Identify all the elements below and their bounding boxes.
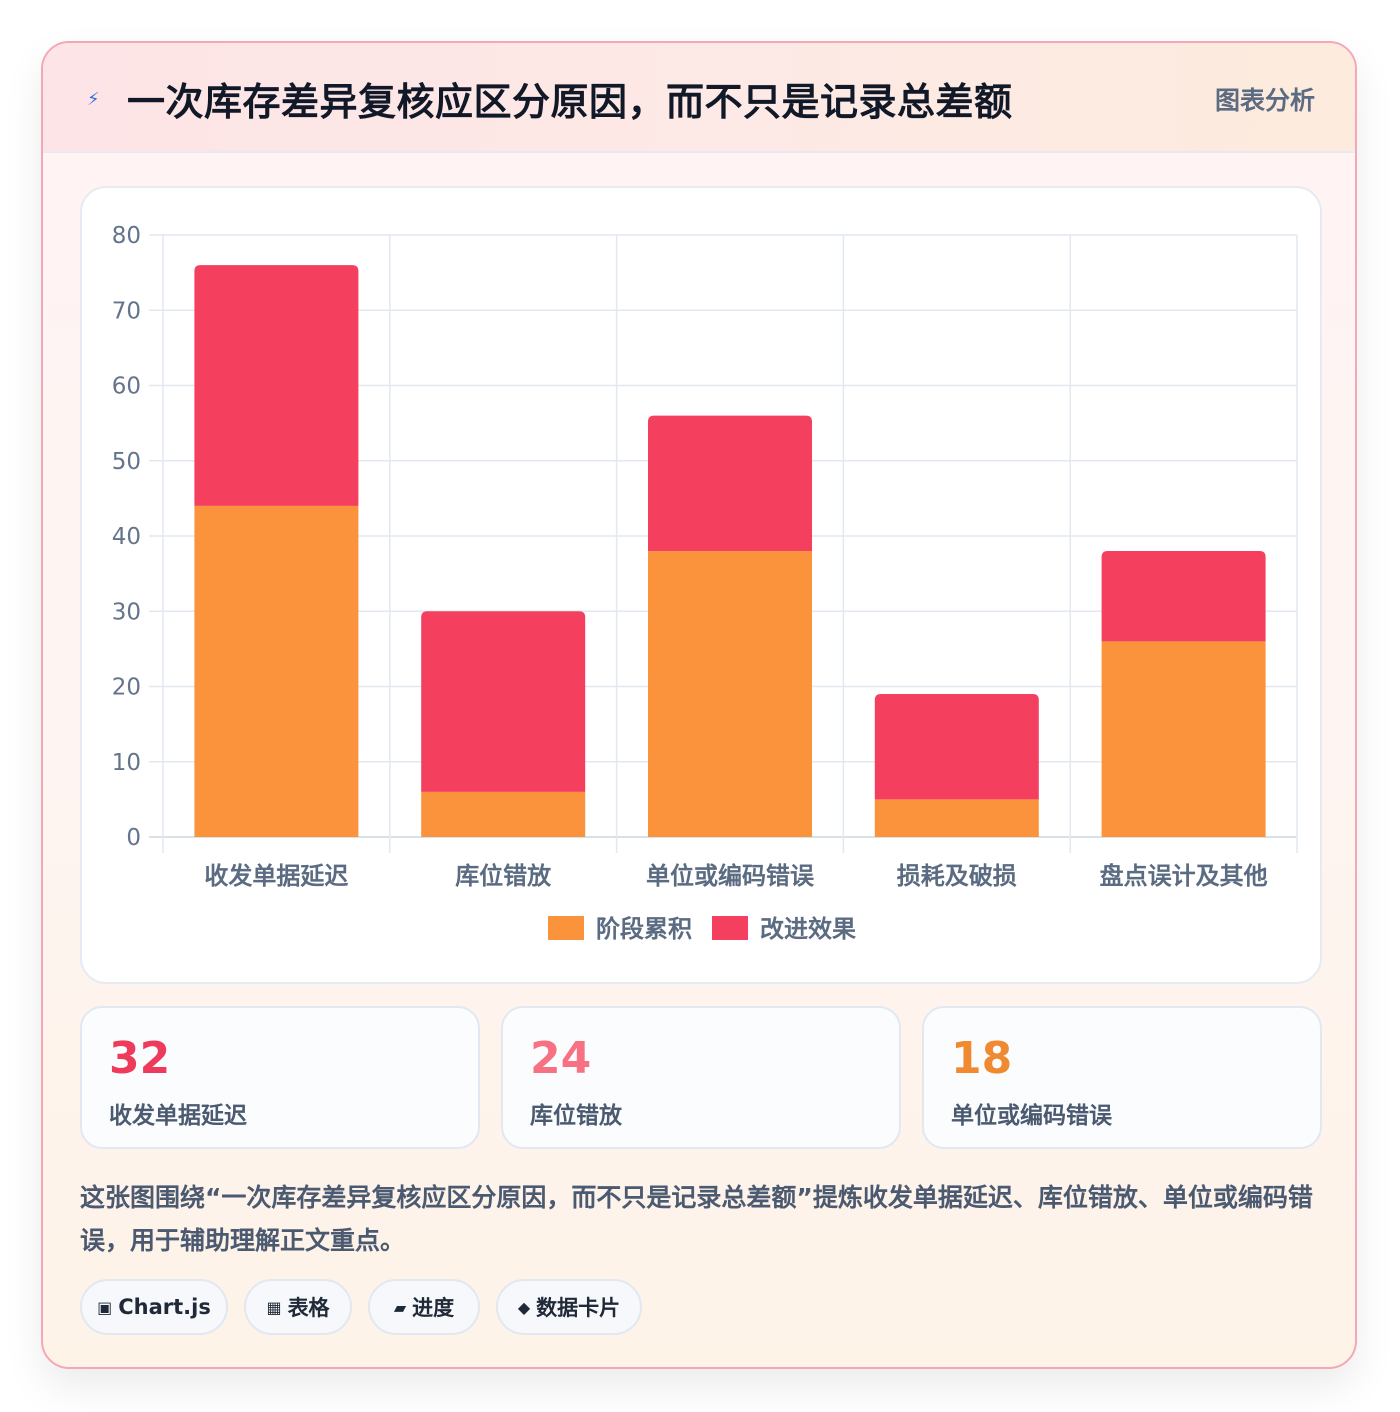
- stat-card-3: 18 单位或编码错误: [922, 1006, 1322, 1149]
- pill-label: Chart.js: [118, 1295, 211, 1319]
- chart-description: 这张图围绕“一次库存差异复核应区分原因，而不只是记录总差额”提炼收发单据延迟、库…: [80, 1183, 1313, 1255]
- chart-analysis-tag: 图表分析: [1214, 86, 1315, 115]
- bar-segment: [874, 694, 1039, 800]
- bar-segment: [1101, 551, 1266, 642]
- x-tick-label: 单位或编码错误: [646, 862, 815, 890]
- legend-label: 阶段累积: [596, 915, 692, 943]
- stat-card-1: 32 收发单据延迟: [80, 1006, 480, 1149]
- x-tick-label: 盘点误计及其他: [1100, 862, 1268, 890]
- bar-segment: [648, 551, 812, 837]
- stat-label-1: 收发单据延迟: [109, 1103, 247, 1129]
- chart-panel: 0 10 20 30 40 50 60 70 80 收发单据延迟 库位错放 单位或编码错误 损耗及破损 盘…: [80, 186, 1322, 984]
- x-tick-label: 损耗及破损: [897, 862, 1017, 890]
- y-tick-label: 0: [126, 825, 141, 851]
- progress-icon: ▰: [393, 1297, 407, 1317]
- bar-segment: [421, 611, 586, 792]
- page-title: 一次库存差异复核应区分原因，而不只是记录总差额: [127, 80, 1013, 124]
- legend-label: 改进效果: [760, 915, 856, 943]
- y-tick-label: 60: [112, 374, 141, 400]
- lightning-icon: ⚡: [87, 89, 100, 110]
- stat-value-1: 32: [109, 1033, 171, 1084]
- bar-segment: [194, 265, 359, 506]
- table-icon: ▦: [266, 1297, 282, 1317]
- bar-segment: [648, 415, 812, 552]
- y-tick-label: 30: [112, 599, 141, 625]
- y-tick-label: 20: [112, 675, 141, 701]
- y-tick-label: 10: [112, 750, 141, 776]
- x-tick-label: 收发单据延迟: [204, 862, 348, 890]
- pill-label: 进度: [412, 1296, 455, 1320]
- bar-segment: [1101, 641, 1266, 837]
- pill-label: 数据卡片: [536, 1296, 621, 1320]
- bar-segment: [421, 791, 586, 837]
- chart-icon: ▣: [97, 1297, 113, 1317]
- pill-data-card[interactable]: ◆ 数据卡片: [496, 1279, 642, 1335]
- x-tick-label: 库位错放: [455, 862, 552, 890]
- card-icon: ◆: [517, 1297, 531, 1317]
- stat-value-3: 18: [951, 1033, 1013, 1084]
- legend-swatch: [548, 916, 584, 940]
- stat-card-2: 24 库位错放: [501, 1006, 901, 1149]
- pill-table[interactable]: ▦ 表格: [244, 1279, 352, 1335]
- stat-label-3: 单位或编码错误: [951, 1103, 1112, 1129]
- stacked-bar-chart: 0 10 20 30 40 50 60 70 80 收发单据延迟 库位错放 单位或编码错误 损耗及破损 盘…: [112, 223, 1298, 943]
- pill-chartjs[interactable]: ▣ Chart.js: [80, 1279, 228, 1335]
- stat-value-2: 24: [530, 1033, 592, 1084]
- bar-segment: [194, 505, 359, 837]
- legend-swatch: [712, 916, 748, 940]
- y-tick-label: 70: [112, 298, 141, 324]
- y-tick-label: 50: [112, 449, 141, 475]
- pill-label: 表格: [287, 1296, 330, 1320]
- chart-card: ⚡ 一次库存差异复核应区分原因，而不只是记录总差额 图表分析 0 10 20 30 40…: [41, 41, 1357, 1369]
- y-tick-label: 80: [112, 223, 141, 249]
- card-header: ⚡ 一次库存差异复核应区分原因，而不只是记录总差额 图表分析: [43, 43, 1355, 153]
- bar-segment: [874, 799, 1039, 837]
- y-tick-label: 40: [112, 524, 141, 550]
- pill-progress[interactable]: ▰ 进度: [368, 1279, 480, 1335]
- stat-label-2: 库位错放: [530, 1103, 622, 1129]
